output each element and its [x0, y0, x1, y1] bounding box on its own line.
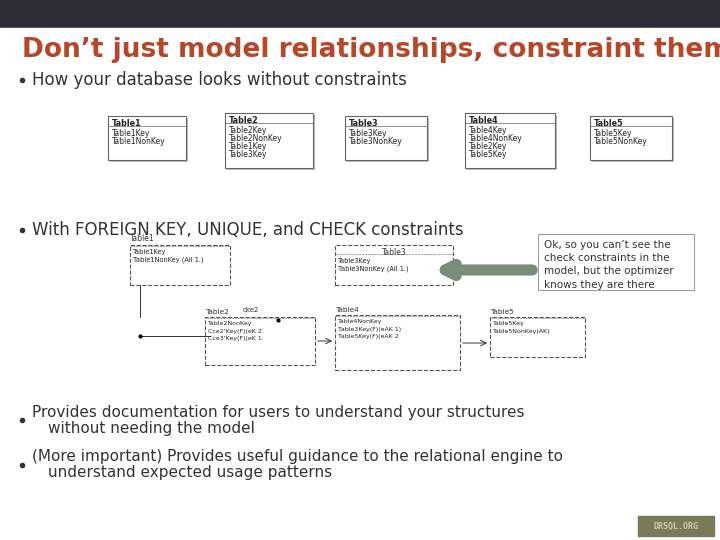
Text: Table3Key: Table3Key [338, 258, 372, 264]
FancyArrowPatch shape [445, 265, 532, 275]
Text: Table1: Table1 [112, 119, 142, 128]
FancyBboxPatch shape [345, 116, 427, 160]
Text: Table4NonKey: Table4NonKey [469, 134, 523, 143]
Bar [0, 0, 720, 28]
Text: Don’t just model relationships, constraint them!: Don’t just model relationships, constrai… [22, 37, 720, 63]
Text: Table2NonKey: Table2NonKey [229, 134, 283, 143]
Text: Table5NonKey: Table5NonKey [594, 137, 648, 146]
Text: With FOREIGN KEY, UNIQUE, and CHECK constraints: With FOREIGN KEY, UNIQUE, and CHECK cons… [32, 221, 464, 239]
Text: Table3Key: Table3Key [349, 129, 387, 138]
Text: How your database looks without constraints: How your database looks without constrai… [32, 71, 407, 89]
Text: (More important) Provides useful guidance to the relational engine to: (More important) Provides useful guidanc… [32, 449, 563, 464]
Text: Table5Key: Table5Key [594, 129, 632, 138]
Text: Table1Key: Table1Key [229, 142, 267, 151]
Text: Table2: Table2 [229, 116, 258, 125]
Text: Table1Key: Table1Key [112, 129, 150, 138]
FancyBboxPatch shape [335, 315, 460, 370]
Text: Provides documentation for users to understand your structures: Provides documentation for users to unde… [32, 404, 524, 420]
FancyBboxPatch shape [347, 118, 429, 162]
FancyBboxPatch shape [335, 245, 453, 285]
Text: Table5Key: Table5Key [493, 321, 525, 326]
FancyBboxPatch shape [108, 116, 186, 160]
FancyBboxPatch shape [225, 113, 313, 168]
FancyBboxPatch shape [227, 115, 315, 170]
Text: cke2: cke2 [243, 307, 259, 313]
Text: Table1NonKey (All 1.): Table1NonKey (All 1.) [133, 256, 204, 263]
Text: Table2Key: Table2Key [469, 142, 508, 151]
Text: Table4: Table4 [335, 307, 359, 313]
Text: Ok, so you can’t see the
check constraints in the
model, but the optimizer
knows: Ok, so you can’t see the check constrain… [544, 240, 674, 289]
Text: Table3NonKey: Table3NonKey [349, 137, 402, 146]
FancyBboxPatch shape [592, 118, 674, 162]
FancyBboxPatch shape [465, 113, 555, 168]
Text: without needing the model: without needing the model [48, 421, 255, 435]
Text: Table5: Table5 [490, 309, 514, 315]
FancyBboxPatch shape [538, 234, 694, 290]
FancyBboxPatch shape [467, 115, 557, 170]
Text: Table1NonKey: Table1NonKey [112, 137, 166, 146]
Text: Table1: Table1 [130, 234, 155, 243]
Text: understand expected usage patterns: understand expected usage patterns [48, 465, 332, 481]
Text: Table2Key: Table2Key [229, 126, 267, 135]
Text: Table3NonKey (All 1.): Table3NonKey (All 1.) [338, 266, 409, 272]
Text: Table3Key: Table3Key [229, 150, 268, 159]
FancyBboxPatch shape [130, 245, 230, 285]
Text: Table3: Table3 [349, 119, 379, 128]
Text: Table3: Table3 [382, 248, 406, 257]
Text: Table4NonKey: Table4NonKey [338, 319, 382, 324]
Text: Table2NonKey: Table2NonKey [208, 321, 253, 326]
Text: Cce3'Key(F)(eK 1.: Cce3'Key(F)(eK 1. [208, 336, 264, 341]
Text: Table4Key: Table4Key [469, 126, 508, 135]
Text: Cce2'Key(F)(eK 2.: Cce2'Key(F)(eK 2. [208, 328, 264, 334]
FancyBboxPatch shape [590, 116, 672, 160]
Text: Table5NonKey(AK): Table5NonKey(AK) [493, 328, 551, 334]
Text: Table5: Table5 [594, 119, 624, 128]
Text: Table5Key: Table5Key [469, 150, 508, 159]
Text: Table5Key(F)(eAK 2: Table5Key(F)(eAK 2 [338, 334, 399, 339]
Bar [638, 516, 714, 536]
Text: Table2: Table2 [205, 309, 229, 315]
Text: Table4: Table4 [469, 116, 499, 125]
Text: Table1Key: Table1Key [133, 249, 166, 255]
FancyBboxPatch shape [110, 118, 188, 162]
Text: Table3Key(F)(eAK 1): Table3Key(F)(eAK 1) [338, 327, 401, 332]
FancyBboxPatch shape [490, 317, 585, 357]
Text: DRSQL.ORG: DRSQL.ORG [654, 522, 698, 530]
FancyBboxPatch shape [205, 317, 315, 365]
